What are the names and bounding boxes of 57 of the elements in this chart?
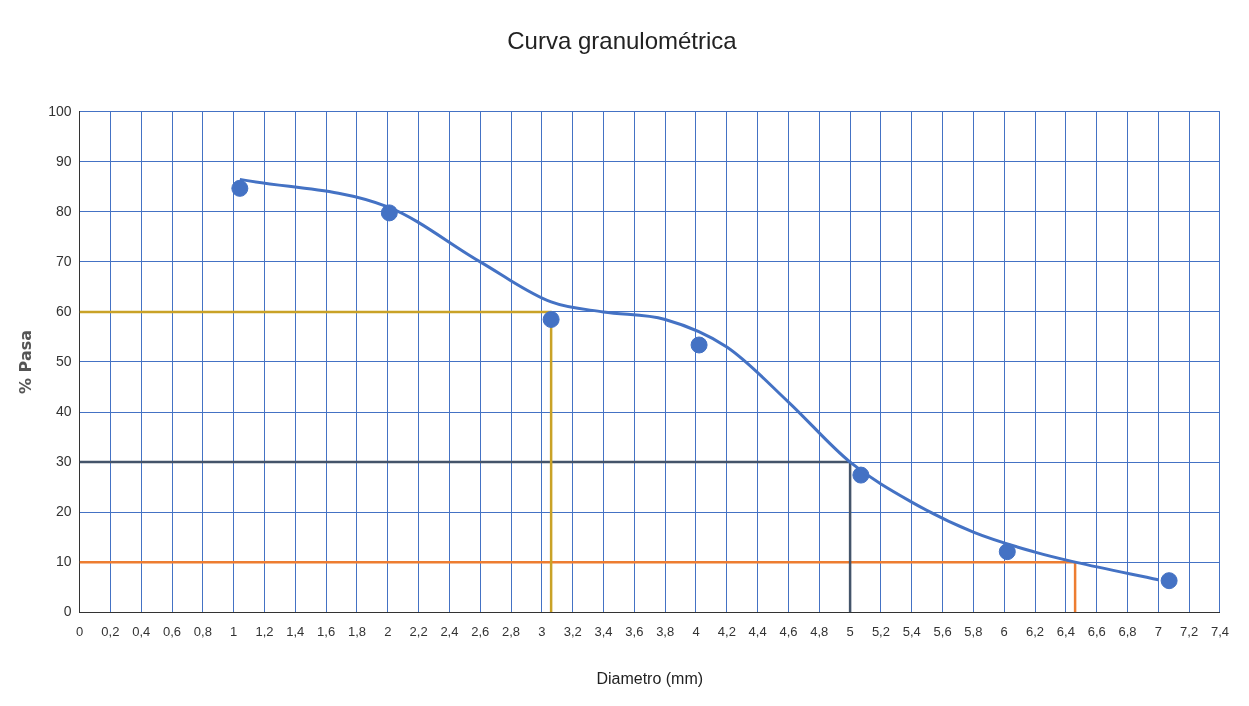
y-tick-label: 10 xyxy=(55,553,72,570)
x-tick-label: 2,4 xyxy=(440,623,459,639)
y-tick-label: 100 xyxy=(48,102,72,119)
x-tick-label: 2,2 xyxy=(409,623,428,639)
x-tick-label: 1,4 xyxy=(286,623,305,639)
x-tick-label: 4,4 xyxy=(748,623,767,639)
point xyxy=(1160,572,1178,590)
chart-title: Curva granulométrica xyxy=(507,27,738,55)
x-tick-label: 3 xyxy=(538,623,546,639)
y-tick-label: 70 xyxy=(55,252,72,269)
x-tick-label: 1,6 xyxy=(317,623,336,639)
x-tick-label: 5,4 xyxy=(902,623,921,639)
x-tick-label: 2 xyxy=(384,623,392,639)
point xyxy=(542,310,560,328)
y-tick-label: 60 xyxy=(55,302,72,319)
y-tick-label: 50 xyxy=(55,352,72,369)
y-tick-label: 20 xyxy=(55,502,72,519)
x-tick-label: 1,2 xyxy=(255,623,274,639)
x-tick-label: 5,2 xyxy=(871,623,890,639)
x-tick-label: 0,8 xyxy=(193,623,212,639)
x-tick-label: 4 xyxy=(692,623,700,639)
x-tick-label: 0,4 xyxy=(132,623,151,639)
x-tick-label: 6,2 xyxy=(1025,623,1045,639)
x-tick-label: 2,8 xyxy=(502,623,521,639)
x-tick-label: 6,4 xyxy=(1056,623,1075,639)
x-tick-label: 5 xyxy=(846,623,854,639)
x-tick-label: 3,6 xyxy=(625,623,644,639)
x-tick-label: 0,2 xyxy=(101,623,120,639)
y-tick-label: 30 xyxy=(55,452,72,469)
x-tick-label: 6,6 xyxy=(1087,623,1106,639)
y-tick-label: 90 xyxy=(55,152,72,169)
x-tick-label: 1 xyxy=(230,623,238,639)
x-tick-label: 6 xyxy=(1000,623,1008,639)
x-axis-title: Diametro (mm) xyxy=(596,669,704,687)
x-tick-label: 3,8 xyxy=(656,623,675,639)
y-tick-label: 0 xyxy=(63,603,72,620)
x-tick-label: 5,6 xyxy=(933,623,952,639)
x-tick-label: 0 xyxy=(75,623,84,639)
x-tick-label: 7,4 xyxy=(1210,623,1229,639)
x-tick-label: 3,2 xyxy=(563,623,582,639)
x-tick-label: 4,8 xyxy=(810,623,829,639)
x-tick-label: 6,8 xyxy=(1118,623,1137,639)
y-tick-label: 80 xyxy=(55,202,72,219)
y-axis-title: % Pasa xyxy=(15,329,35,395)
x-tick-label: 1,8 xyxy=(347,623,366,639)
x-tick-label: 0,6 xyxy=(162,623,182,639)
x-tick-label: 4,2 xyxy=(717,623,736,639)
point xyxy=(690,336,708,354)
point xyxy=(231,179,249,197)
y-tick-label: 40 xyxy=(55,402,72,419)
x-tick-label: 7,2 xyxy=(1180,623,1199,639)
x-tick-label: 5,8 xyxy=(964,623,983,639)
point xyxy=(998,543,1016,561)
x-tick-label: 7 xyxy=(1154,623,1162,639)
x-tick-label: 2,6 xyxy=(471,623,490,639)
x-tick-label: 3,4 xyxy=(594,623,613,639)
x-tick-label: 4,6 xyxy=(779,623,798,639)
